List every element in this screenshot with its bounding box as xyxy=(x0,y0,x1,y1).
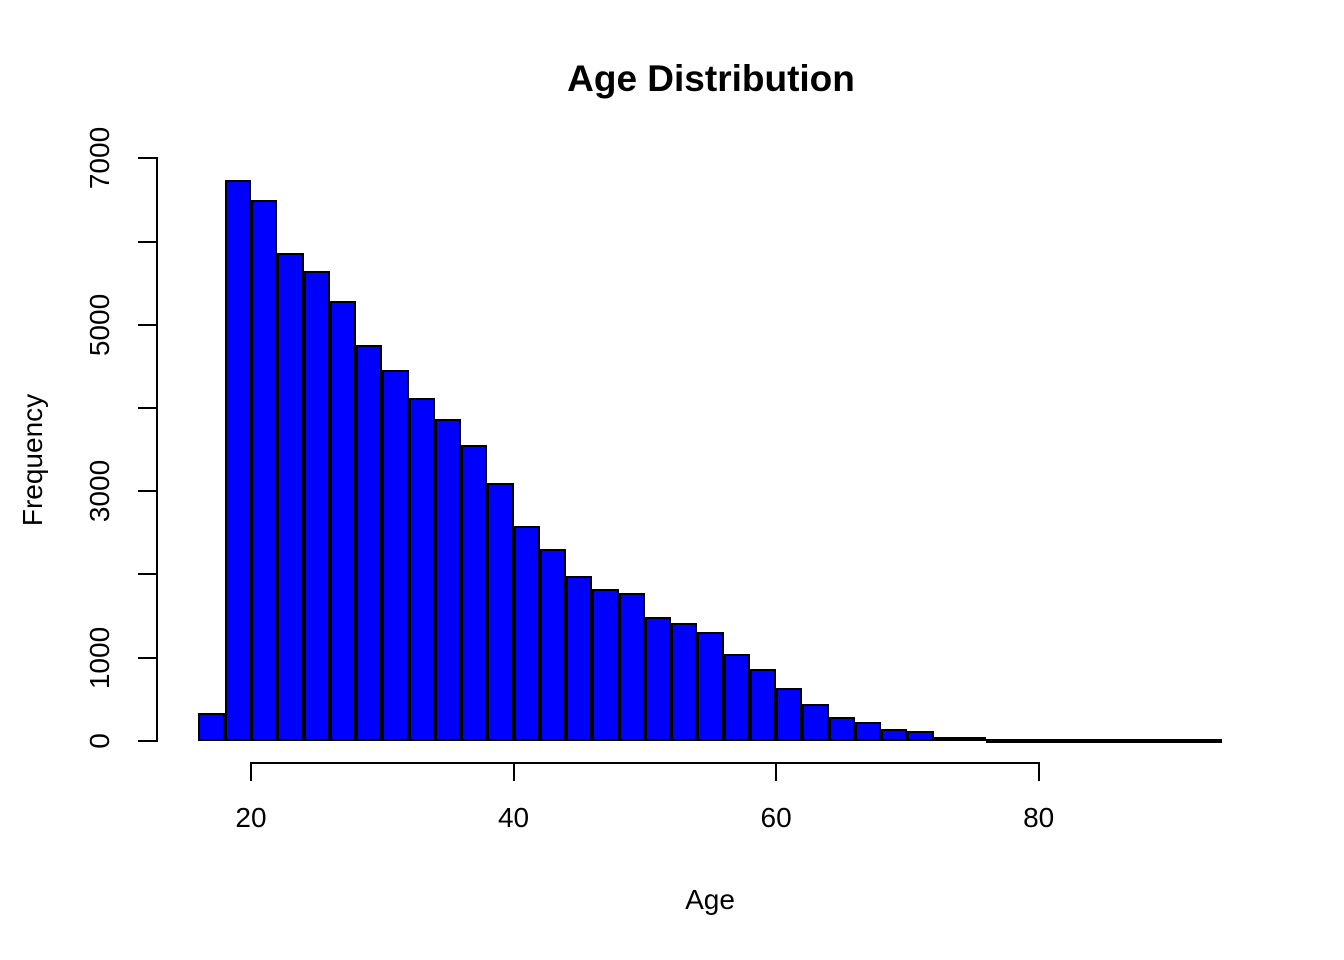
y-axis-tick xyxy=(138,573,157,576)
histogram-bar xyxy=(408,397,435,741)
histogram-bar xyxy=(1038,739,1065,744)
histogram-bar xyxy=(1143,739,1170,744)
y-tick-label-text: 5000 xyxy=(84,293,115,356)
histogram-bar xyxy=(277,253,304,741)
histogram-bar xyxy=(749,669,777,741)
histogram-bar xyxy=(854,722,882,741)
x-axis-tick xyxy=(1037,762,1040,781)
histogram-bar xyxy=(434,418,462,741)
chart-title: Age Distribution xyxy=(567,58,855,99)
histogram-bar xyxy=(723,654,750,741)
y-axis-tick xyxy=(138,490,157,493)
x-axis-tick xyxy=(512,762,515,781)
histogram-bar xyxy=(986,739,1013,744)
y-axis-tick xyxy=(138,323,157,326)
histogram-bar xyxy=(303,270,330,741)
y-axis-tick xyxy=(138,240,157,243)
histogram-bar xyxy=(356,344,383,741)
histogram-bar xyxy=(251,199,278,741)
x-tick-label: 80 xyxy=(1023,802,1055,833)
histogram-bar xyxy=(644,616,672,741)
histogram-bar xyxy=(828,717,855,741)
histogram-bar xyxy=(329,300,357,741)
histogram-bar xyxy=(1169,739,1197,744)
histogram-bar xyxy=(224,179,251,741)
histogram-bar xyxy=(592,589,619,741)
histogram-bar xyxy=(1064,739,1092,744)
histogram-bar xyxy=(881,729,908,741)
y-axis-tick xyxy=(138,157,157,160)
y-axis-tick xyxy=(138,739,157,742)
histogram-bar xyxy=(697,631,724,741)
histogram-bar xyxy=(618,592,645,741)
histogram-bar xyxy=(1196,739,1223,744)
y-tick-label-text: 1000 xyxy=(84,626,115,689)
histogram-bar xyxy=(461,445,488,741)
histogram-bar xyxy=(933,736,960,741)
histogram-bar xyxy=(1117,739,1144,744)
histogram-bar xyxy=(513,526,540,741)
histogram-bar xyxy=(539,549,567,741)
y-axis-tick xyxy=(138,406,157,409)
histogram-bar xyxy=(487,482,514,741)
x-axis-label: Age xyxy=(685,884,735,915)
x-axis-tick xyxy=(250,762,252,781)
x-tick-label: 60 xyxy=(760,802,792,833)
histogram-bar xyxy=(566,575,593,741)
y-tick-label-text: 0 xyxy=(84,732,115,749)
histogram-bar xyxy=(1091,739,1118,744)
y-tick-label-text: 7000 xyxy=(84,127,115,190)
histogram-bar xyxy=(959,737,987,742)
x-tick-label: 40 xyxy=(497,802,530,833)
histogram-bar xyxy=(671,622,698,741)
y-axis-tick xyxy=(138,656,157,659)
histogram-bar xyxy=(382,369,409,741)
x-axis-line xyxy=(250,762,1040,764)
y-axis-label-text: Frequency xyxy=(17,393,48,527)
histogram-bar xyxy=(1012,739,1039,744)
histogram-bar xyxy=(776,688,803,741)
histogram-bar xyxy=(907,730,934,741)
histogram-bar xyxy=(198,713,225,741)
histogram-bar xyxy=(802,704,829,741)
x-tick-label: 20 xyxy=(235,802,267,833)
y-axis-line xyxy=(155,157,158,742)
y-tick-label-text: 3000 xyxy=(84,459,115,523)
x-axis-tick xyxy=(775,762,778,781)
